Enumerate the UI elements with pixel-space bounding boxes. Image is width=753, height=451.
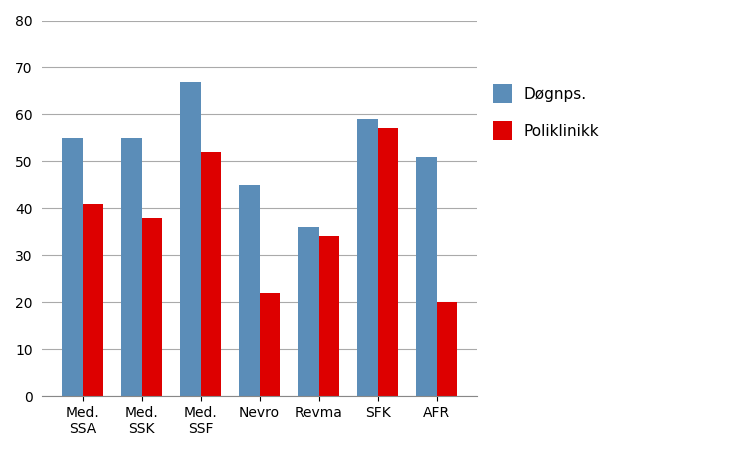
Bar — [416, 156, 437, 396]
Bar — [319, 236, 340, 396]
Bar — [437, 302, 457, 396]
Bar — [239, 185, 260, 396]
Bar — [201, 152, 221, 396]
Bar — [121, 138, 142, 396]
Bar — [83, 203, 103, 396]
Bar — [357, 119, 377, 396]
Legend: Døgnps., Poliklinikk: Døgnps., Poliklinikk — [493, 84, 599, 140]
Bar — [180, 82, 201, 396]
Bar — [62, 138, 83, 396]
Bar — [298, 227, 319, 396]
Bar — [377, 129, 398, 396]
Bar — [142, 218, 163, 396]
Bar — [260, 293, 280, 396]
